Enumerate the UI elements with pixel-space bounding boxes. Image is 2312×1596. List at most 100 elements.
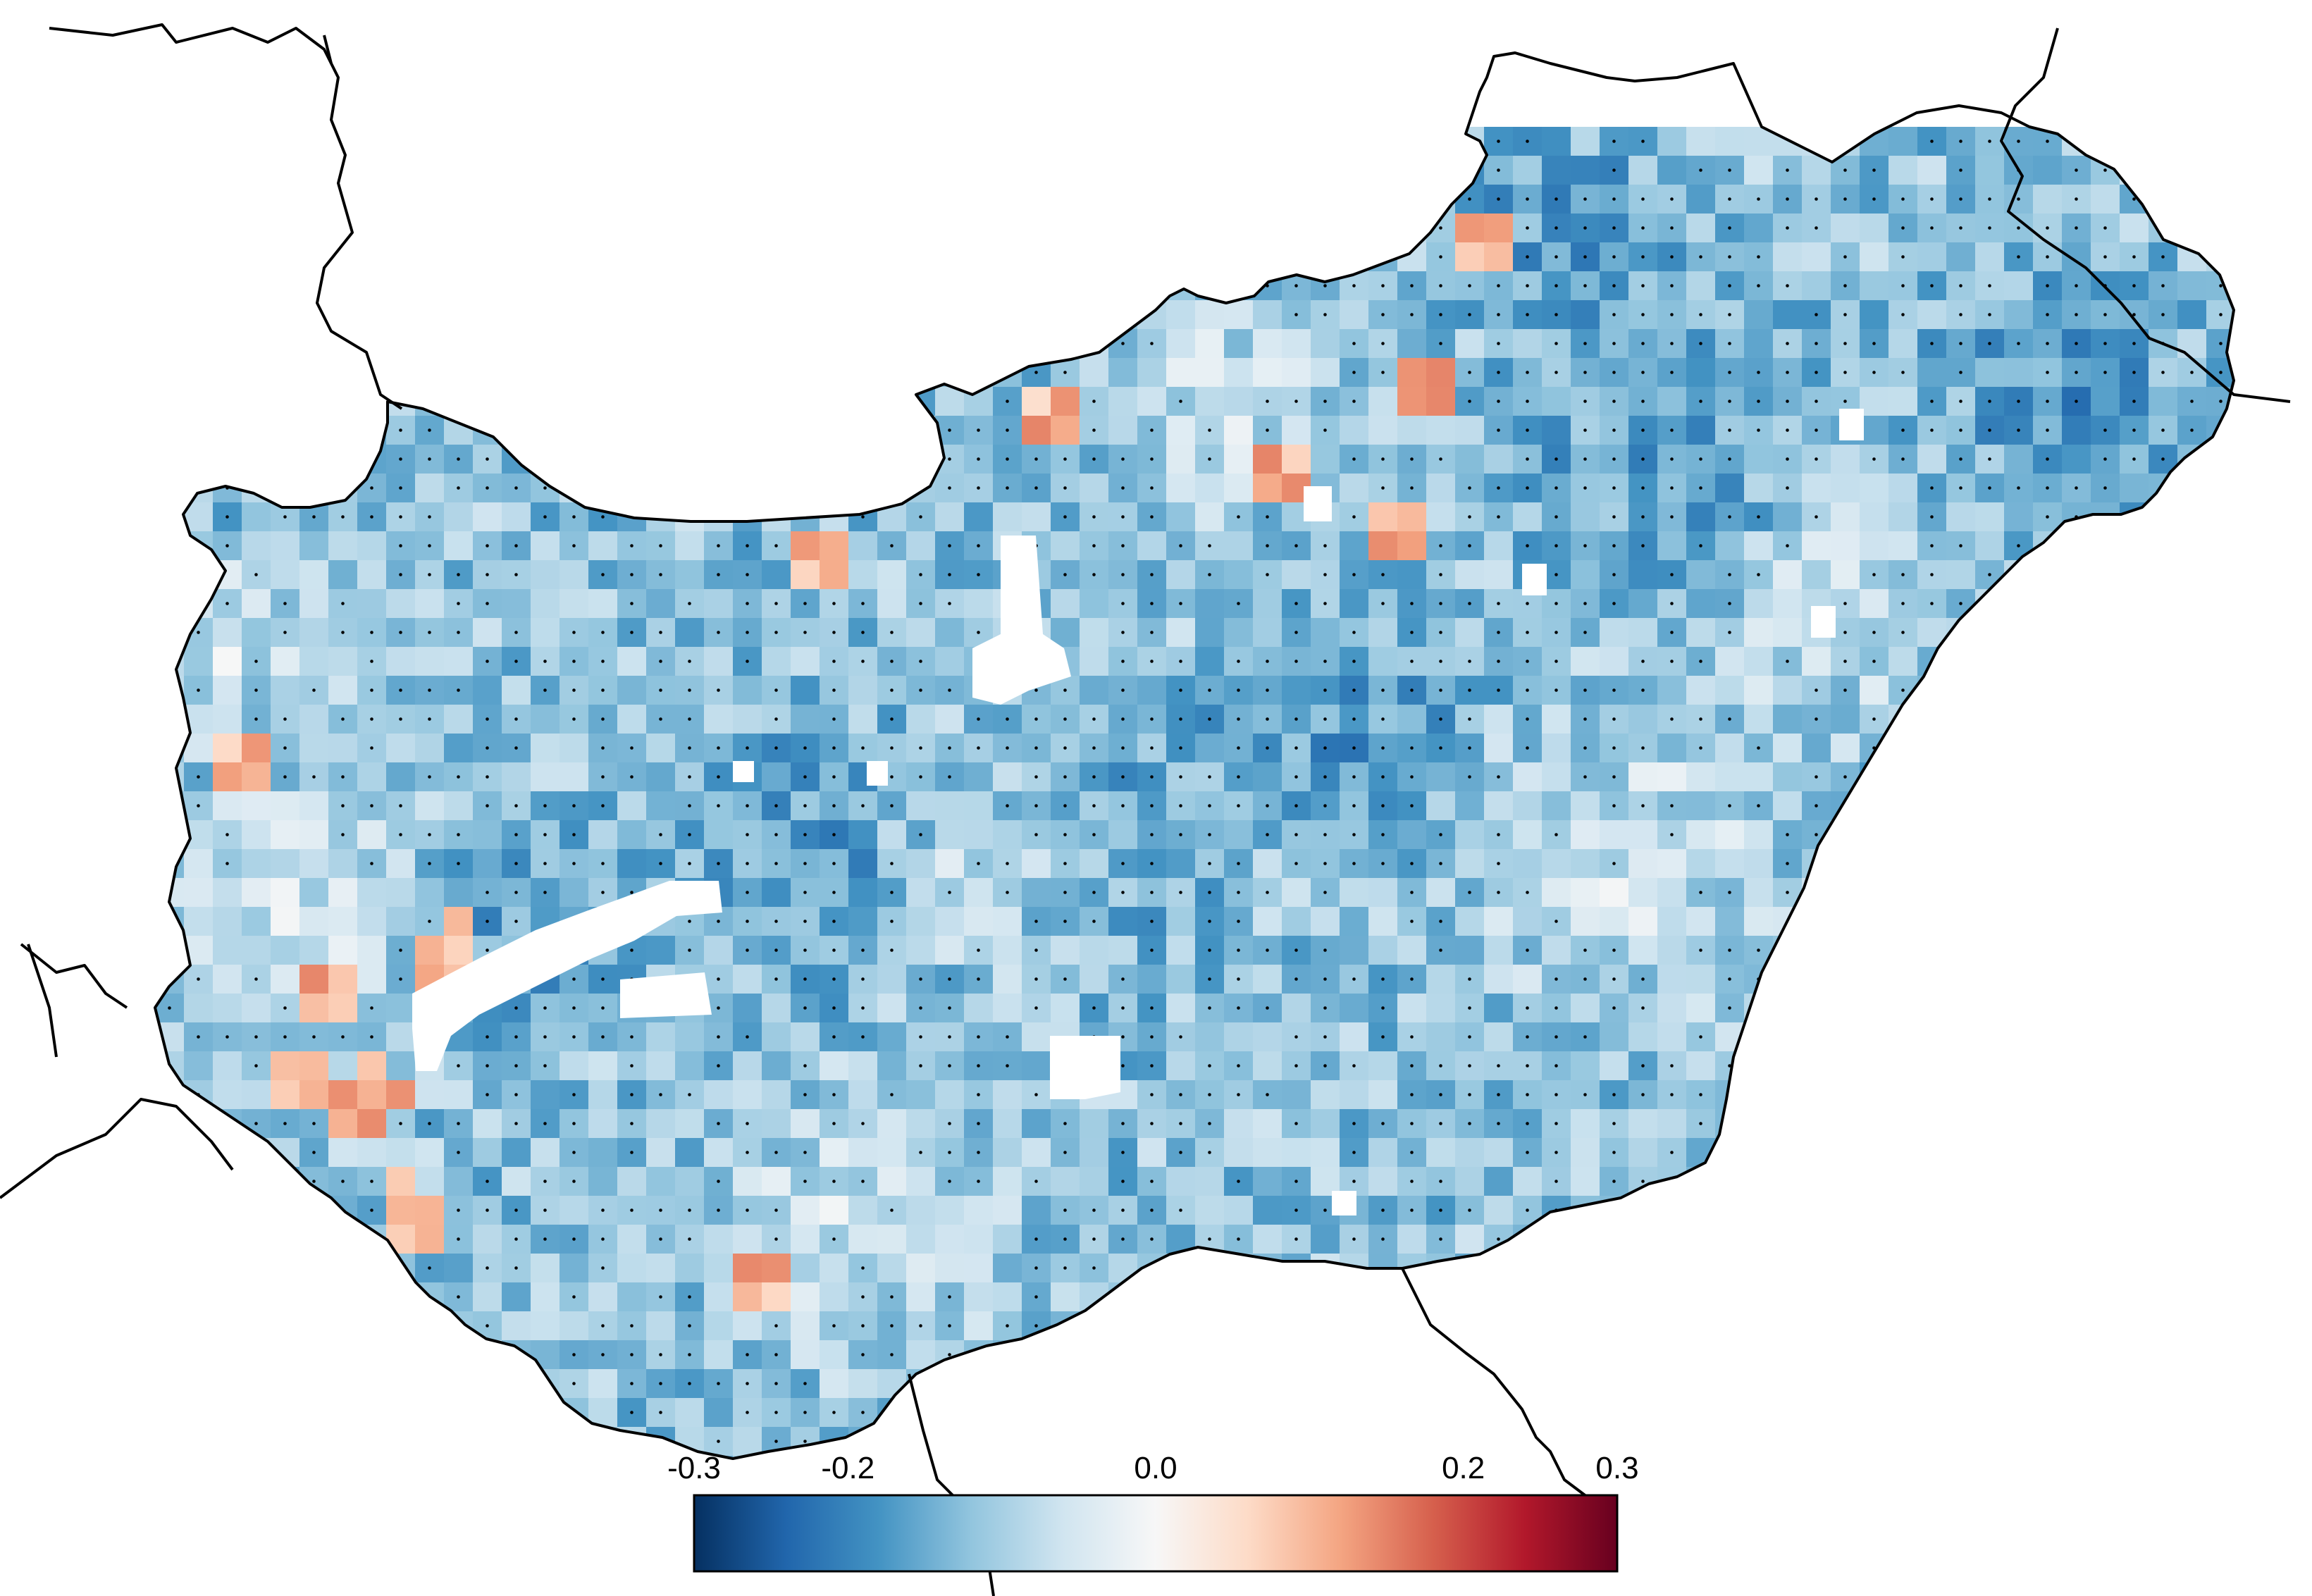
- grid-cell: [1137, 1340, 1167, 1370]
- grid-cell: [1571, 849, 1600, 879]
- grid-cell: [1253, 358, 1282, 388]
- grid-cell: [560, 156, 589, 185]
- grid-cell: [1397, 531, 1427, 561]
- significance-dot: [1208, 457, 1211, 461]
- significance-dot: [861, 602, 865, 605]
- grid-cell: [1311, 445, 1340, 474]
- grid-cell: [2206, 849, 2234, 879]
- grid-cell: [357, 1254, 387, 1283]
- significance-dot: [1930, 1064, 1934, 1068]
- grid-cell: [1744, 1340, 1774, 1370]
- grid-cell: [1657, 1022, 1687, 1052]
- grid-cell: [271, 1282, 300, 1312]
- grid-cell: [1397, 127, 1427, 156]
- grid-cell: [2091, 1369, 2120, 1399]
- significance-dot: [1121, 891, 1125, 894]
- grid-cell: [2062, 589, 2091, 619]
- significance-dot: [1092, 775, 1096, 779]
- grid-cell: [1888, 531, 1918, 561]
- grid-cell: [877, 1138, 907, 1168]
- grid-cell: [1657, 387, 1687, 416]
- grid-cell: [964, 300, 994, 330]
- significance-dot: [312, 457, 316, 461]
- significance-dot: [2219, 457, 2223, 461]
- significance-dot: [2103, 746, 2107, 750]
- grid-cell: [1195, 156, 1225, 185]
- significance-dot: [1988, 400, 1991, 403]
- significance-dot: [1034, 371, 1038, 374]
- significance-dot: [688, 804, 691, 808]
- grid-cell: [2062, 560, 2091, 590]
- grid-cell: [386, 1398, 416, 1428]
- grid-cell: [1888, 387, 1918, 416]
- grid-cell: [155, 416, 185, 445]
- grid-cell: [444, 1456, 474, 1459]
- significance-dot: [1179, 1035, 1182, 1039]
- grid-cell: [1051, 329, 1080, 359]
- significance-dot: [1092, 920, 1096, 923]
- grid-cell: [271, 1456, 300, 1459]
- significance-dot: [2075, 717, 2078, 721]
- significance-dot: [1352, 255, 1356, 259]
- significance-dot: [1266, 948, 1269, 952]
- significance-dot: [1583, 457, 1587, 461]
- significance-dot: [1988, 313, 1991, 316]
- significance-dot: [514, 1035, 518, 1039]
- grid-cell: [2235, 416, 2265, 445]
- significance-dot: [1930, 804, 1934, 808]
- grid-cell: [1253, 849, 1282, 879]
- significance-dot: [1294, 1035, 1298, 1039]
- grid-cell: [328, 1138, 358, 1168]
- significance-dot: [399, 140, 402, 143]
- grid-cell: [1253, 1051, 1282, 1081]
- grid-cell: [1802, 647, 1831, 676]
- significance-dot: [1815, 197, 1818, 201]
- grid-cell: [2004, 445, 2034, 474]
- grid-cell: [531, 271, 560, 301]
- grid-cell: [2004, 907, 2034, 936]
- significance-dot: [948, 486, 951, 490]
- grid-cell: [1022, 1022, 1051, 1052]
- significance-dot: [948, 342, 951, 345]
- grid-cell: [1946, 560, 1976, 590]
- significance-dot: [1092, 891, 1096, 894]
- grid-cell: [1860, 531, 1889, 561]
- significance-dot: [2046, 1006, 2049, 1010]
- grid-cell: [1022, 1427, 1051, 1456]
- grid-cell: [2091, 531, 2120, 561]
- grid-cell: [1282, 1138, 1311, 1168]
- significance-dot: [717, 197, 720, 201]
- significance-dot: [1266, 688, 1269, 692]
- grid-cell: [2033, 1398, 2063, 1428]
- significance-dot: [2017, 631, 2020, 634]
- grid-cell: [1888, 1369, 1918, 1399]
- grid-cell: [2149, 1225, 2178, 1254]
- significance-dot: [1872, 1093, 1876, 1096]
- significance-dot: [1988, 862, 1991, 865]
- grid-cell: [1773, 1254, 1803, 1283]
- grid-cell: [1166, 1167, 1196, 1196]
- grid-cell: [1917, 1282, 1947, 1312]
- grid-cell: [1715, 1254, 1745, 1283]
- grid-cell: [2033, 1456, 2063, 1459]
- grid-cell: [1715, 127, 1745, 156]
- grid-cell: [1917, 358, 1947, 388]
- grid-cell: [1224, 242, 1254, 272]
- significance-dot: [428, 313, 431, 316]
- significance-dot: [1843, 631, 1847, 634]
- significance-dot: [1497, 486, 1500, 490]
- significance-dot: [2190, 775, 2194, 779]
- grid-cell: [444, 127, 474, 156]
- significance-dot: [1294, 140, 1298, 143]
- grid-cell: [1860, 965, 1889, 994]
- grid-cell: [1860, 589, 1889, 619]
- grid-cell: [271, 445, 300, 474]
- grid-cell: [1975, 994, 2005, 1023]
- significance-dot: [1468, 1035, 1471, 1039]
- significance-dot: [1959, 804, 1962, 808]
- grid-cell: [1773, 560, 1803, 590]
- significance-dot: [399, 168, 402, 172]
- significance-dot: [1526, 688, 1529, 692]
- grid-cell: [1368, 127, 1398, 156]
- grid-cell: [2120, 791, 2149, 821]
